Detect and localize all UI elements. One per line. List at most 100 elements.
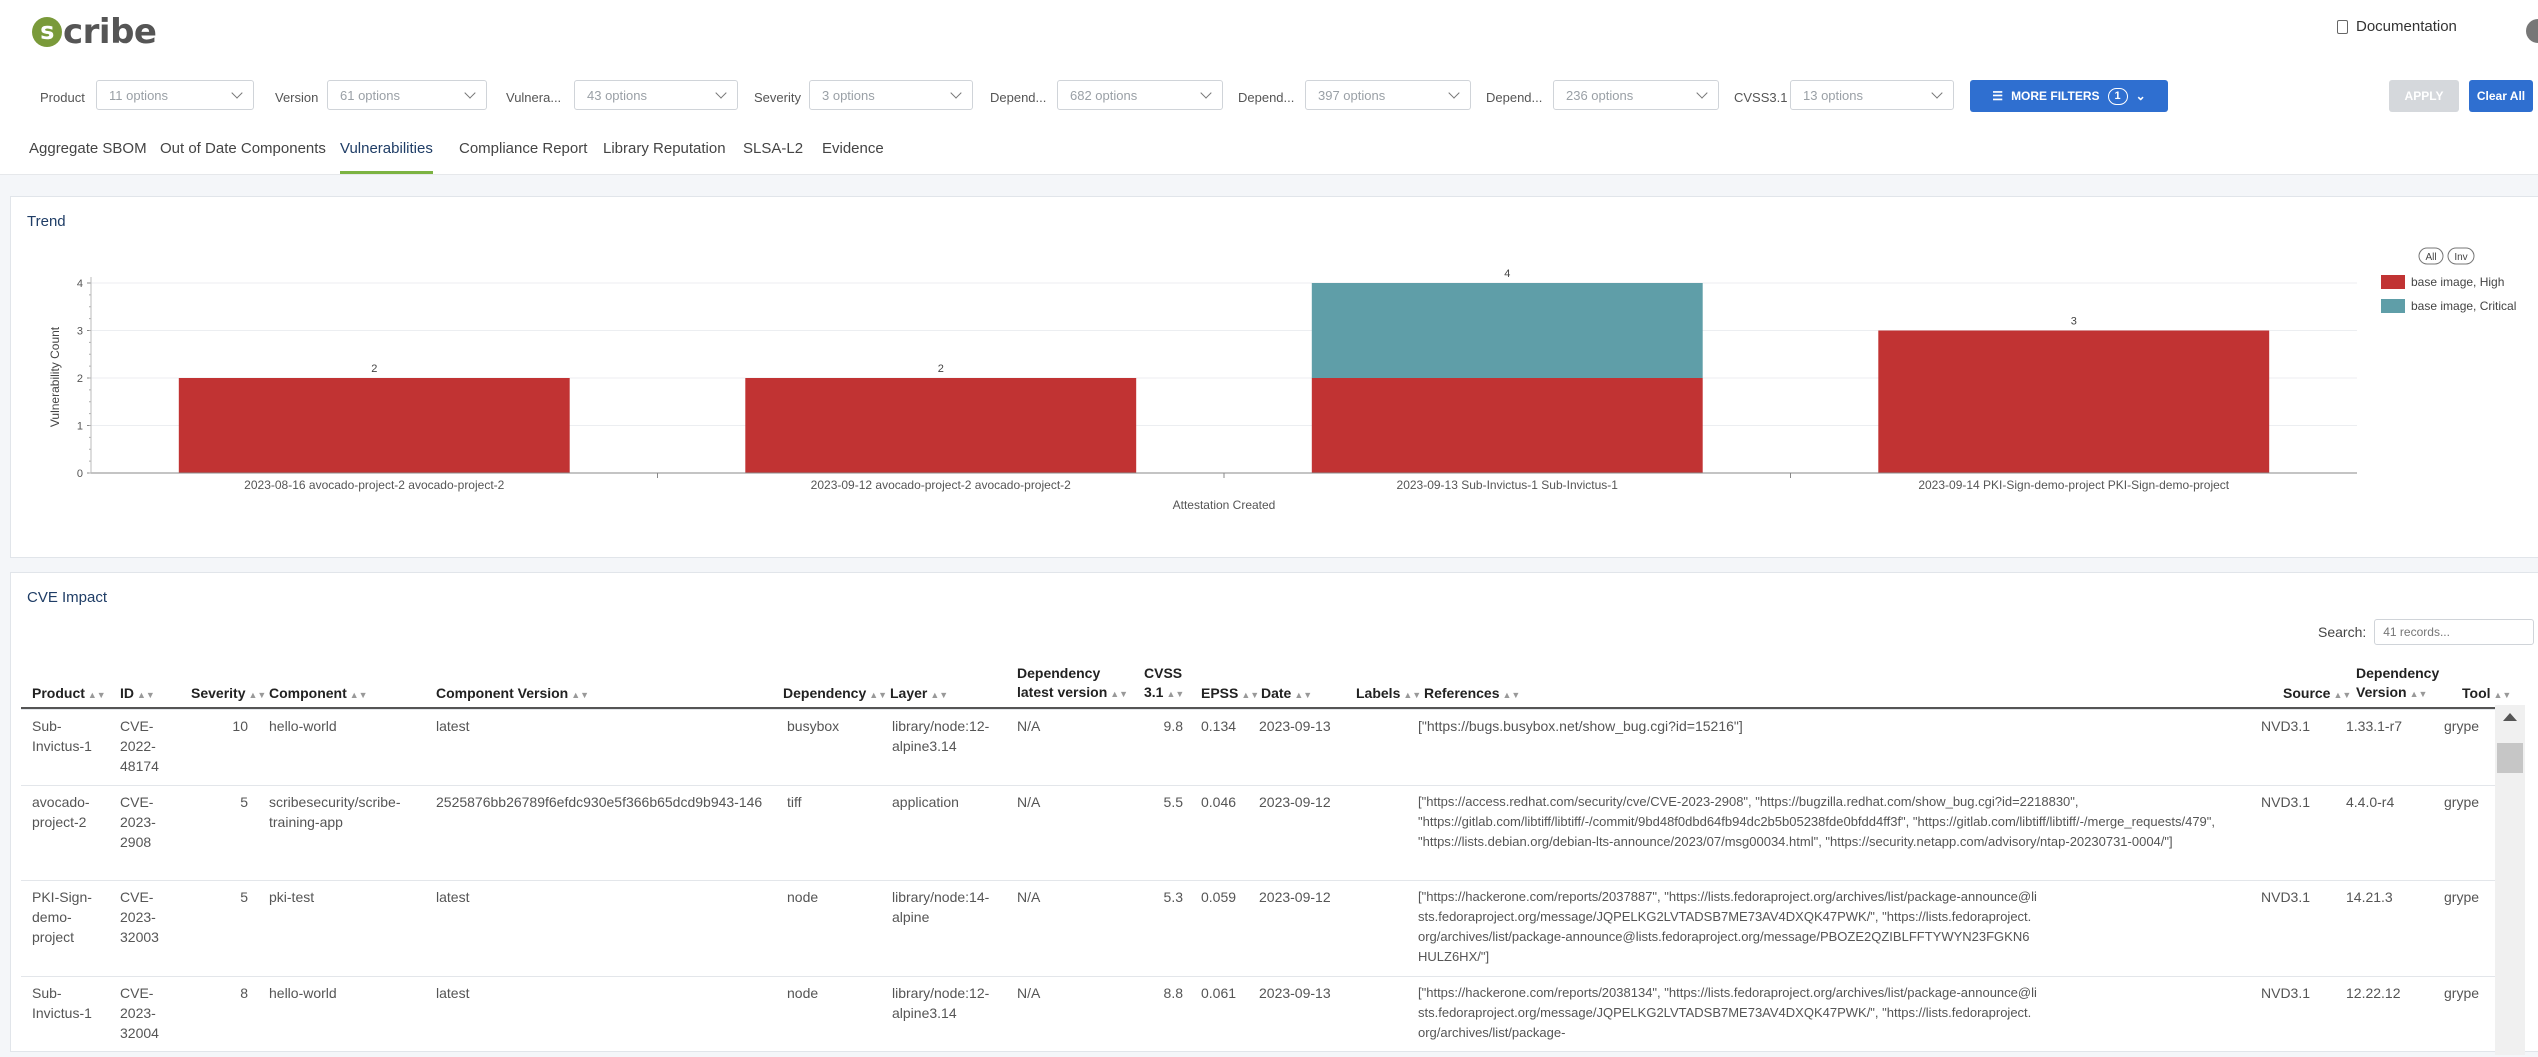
cell-dependency-version: 12.22.12	[2346, 985, 2401, 1001]
cell-id[interactable]: CVE-2023-2908	[120, 794, 156, 850]
filter-label-product: Product	[40, 90, 85, 105]
column-header-layer[interactable]: Layer ▲▼	[890, 685, 949, 701]
column-header-component-version[interactable]: Component Version ▲▼	[436, 685, 590, 701]
sort-icon: ▲▼	[930, 690, 949, 700]
filter-severity-select[interactable]: 3 options	[809, 80, 973, 110]
sort-icon: ▲▼	[2409, 689, 2428, 699]
column-header-dependency-latest-version[interactable]: Dependency latest version ▲▼	[1017, 665, 1129, 700]
filter-product-select[interactable]: 11 options	[96, 80, 254, 110]
sort-icon: ▲▼	[2333, 690, 2352, 700]
bar-segment-high[interactable]	[178, 378, 570, 473]
cell-references[interactable]: ["https://hackerone.com/reports/2038134"…	[1418, 985, 2037, 1040]
cell-component: scribesecurity/scribe-training-app	[269, 794, 401, 830]
sort-icon: ▲▼	[1110, 689, 1129, 699]
table-row[interactable]: PKI-Sign-demo-project CVE-2023-32003 5 p…	[21, 880, 2503, 976]
sort-icon: ▲▼	[137, 690, 155, 700]
cell-layer: library/node:12-alpine3.14	[892, 985, 990, 1021]
tab-evidence[interactable]: Evidence	[822, 140, 884, 157]
column-header-tool[interactable]: Tool ▲▼	[2462, 685, 2512, 701]
filter-label-version: Version	[275, 90, 319, 105]
apply-button[interactable]: APPLY	[2389, 80, 2459, 112]
cell-references[interactable]: ["https://hackerone.com/reports/2037887"…	[1418, 889, 2037, 964]
filter-dependency-1-select[interactable]: 682 options	[1057, 80, 1223, 110]
bar-segment-high[interactable]	[1878, 330, 2270, 474]
cell-dependency-latest-version: N/A	[1017, 718, 1041, 734]
filter-label-dependency-2: Depend...	[1238, 90, 1295, 105]
cell-id[interactable]: CVE-2023-32003	[120, 889, 159, 945]
column-header-date[interactable]: Date ▲▼	[1261, 685, 1313, 701]
cell-tool: grype	[2444, 794, 2480, 810]
more-filters-button[interactable]: ☰ MORE FILTERS 1 ⌄	[1970, 80, 2168, 112]
avatar[interactable]	[2526, 19, 2538, 43]
table-row[interactable]: avocado-project-2 CVE-2023-2908 5 scribe…	[21, 785, 2503, 880]
legend-label-critical: base image, Critical	[2411, 299, 2516, 313]
sort-icon: ▲▼	[87, 690, 106, 700]
column-header-id[interactable]: ID ▲▼	[120, 685, 155, 701]
top-header: s cribe Documentation	[0, 0, 2538, 62]
tab-library-reputation[interactable]: Library Reputation	[603, 140, 726, 157]
column-header-source[interactable]: Source ▲▼	[2283, 685, 2352, 701]
filter-label-dependency-1: Depend...	[990, 90, 1047, 105]
column-header-severity[interactable]: Severity ▲▼	[191, 685, 267, 701]
filter-label-severity: Severity	[754, 90, 801, 105]
bar-segment-high[interactable]	[745, 378, 1137, 473]
tab-compliance-report[interactable]: Compliance Report	[459, 140, 588, 157]
clear-all-button[interactable]: Clear All	[2469, 80, 2533, 112]
cell-id[interactable]: CVE-2022-48174	[120, 718, 159, 774]
documentation-link[interactable]: Documentation	[2337, 18, 2457, 35]
chevron-down-icon: ⌄	[2135, 89, 2146, 103]
legend-swatch-high[interactable]	[2381, 275, 2405, 289]
cell-references[interactable]: ["https://bugs.busybox.net/show_bug.cgi?…	[1418, 718, 1743, 734]
filter-version-select[interactable]: 61 options	[327, 80, 487, 110]
filter-dependency-3-select[interactable]: 236 options	[1553, 80, 1719, 110]
filter-vulnerability-select[interactable]: 43 options	[574, 80, 738, 110]
table-row[interactable]: Sub-Invictus-1 CVE-2023-32004 8 hello-wo…	[21, 976, 2503, 1057]
legend-inv-toggle[interactable]	[2447, 247, 2475, 265]
table-row[interactable]: Sub-Invictus-1 CVE-2022-48174 10 hello-w…	[21, 709, 2503, 785]
report-tabs: Aggregate SBOM Out of Date Components Vu…	[0, 128, 2538, 175]
cell-component-version: latest	[436, 985, 470, 1001]
column-header-product[interactable]: Product ▲▼	[32, 685, 106, 701]
column-header-component[interactable]: Component ▲▼	[269, 685, 368, 701]
filter-dependency-2-select[interactable]: 397 options	[1305, 80, 1471, 110]
cell-cvss: 8.8	[1163, 985, 1183, 1001]
column-header-cvss[interactable]: CVSS 3.1 ▲▼	[1144, 665, 1185, 700]
legend-all-toggle[interactable]	[2418, 247, 2444, 265]
column-header-labels[interactable]: Labels ▲▼	[1356, 685, 1422, 701]
filter-cvss-select[interactable]: 13 options	[1790, 80, 1954, 110]
tab-vulnerabilities[interactable]: Vulnerabilities	[340, 140, 433, 174]
trend-title: Trend	[27, 213, 66, 230]
bar-total-label: 3	[2071, 316, 2077, 328]
column-header-dependency[interactable]: Dependency ▲▼	[783, 685, 888, 701]
trend-card: Trend 2 2 4 3 0 1 2 3 4 2023-08-16 avocado-proje…	[10, 196, 2538, 558]
cell-severity: 5	[240, 889, 248, 905]
column-header-epss[interactable]: EPSS ▲▼	[1201, 685, 1260, 701]
bar-segment-critical[interactable]	[1311, 283, 1703, 378]
scrollbar-thumb[interactable]	[2497, 743, 2523, 773]
scroll-up-arrow-icon[interactable]	[2503, 713, 2517, 721]
bar-total-label: 4	[1504, 268, 1510, 280]
sort-icon: ▲▼	[1166, 689, 1185, 699]
sort-icon: ▲▼	[2493, 690, 2512, 700]
search-input[interactable]	[2374, 619, 2535, 645]
legend-inv-label: Inv	[2454, 252, 2467, 263]
tab-aggregate-sbom[interactable]: Aggregate SBOM	[29, 140, 147, 157]
tab-out-of-date-components[interactable]: Out of Date Components	[160, 140, 326, 157]
x-tick-label: 2023-09-13 Sub-Invictus-1 Sub-Invictus-1	[1397, 478, 1619, 492]
filter-bar: Product 11 options Version 61 options Vu…	[0, 62, 2538, 128]
column-header-references[interactable]: References ▲▼	[1424, 685, 1521, 701]
column-header-dependency-version[interactable]: Dependency Version ▲▼	[2356, 665, 2440, 700]
legend-swatch-critical[interactable]	[2381, 299, 2405, 313]
cell-source: NVD3.1	[2261, 794, 2311, 810]
cell-date: 2023-09-13	[1259, 718, 1331, 734]
tab-slsa-l2[interactable]: SLSA-L2	[743, 140, 804, 157]
chevron-down-icon	[1200, 87, 1212, 99]
filter-label-dependency-3: Depend...	[1486, 90, 1543, 105]
bar-segment-high[interactable]	[1311, 378, 1703, 473]
cell-references[interactable]: ["https://access.redhat.com/security/cve…	[1418, 794, 2216, 849]
cell-id[interactable]: CVE-2023-32004	[120, 985, 159, 1041]
filter-label-cvss: CVSS3.1	[1734, 90, 1788, 105]
legend-all-label: All	[2425, 252, 2436, 263]
cell-date: 2023-09-13	[1259, 985, 1331, 1001]
scribe-logo[interactable]: s cribe	[32, 12, 157, 52]
